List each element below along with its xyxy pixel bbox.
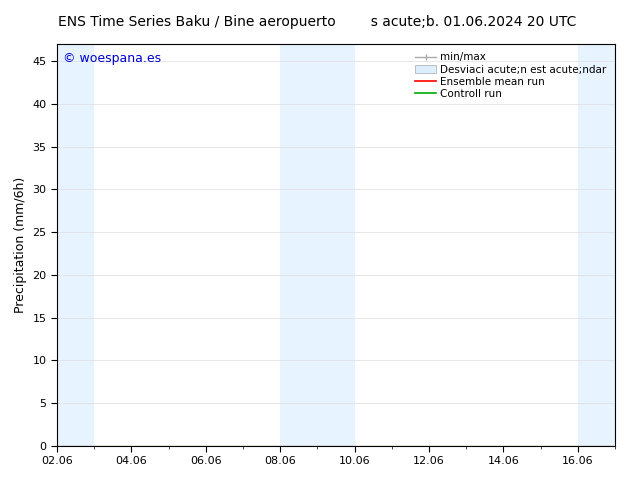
Y-axis label: Precipitation (mm/6h): Precipitation (mm/6h)	[14, 177, 27, 313]
Text: © woespana.es: © woespana.es	[63, 52, 161, 65]
Bar	[57, 44, 94, 446]
Text: ENS Time Series Baku / Bine aeropuerto        s acute;b. 01.06.2024 20 UTC: ENS Time Series Baku / Bine aeropuerto s…	[58, 15, 576, 29]
Legend: min/max, Desviaci acute;n est acute;ndar, Ensemble mean run, Controll run: min/max, Desviaci acute;n est acute;ndar…	[412, 49, 610, 102]
Bar	[578, 44, 615, 446]
Bar	[280, 44, 354, 446]
